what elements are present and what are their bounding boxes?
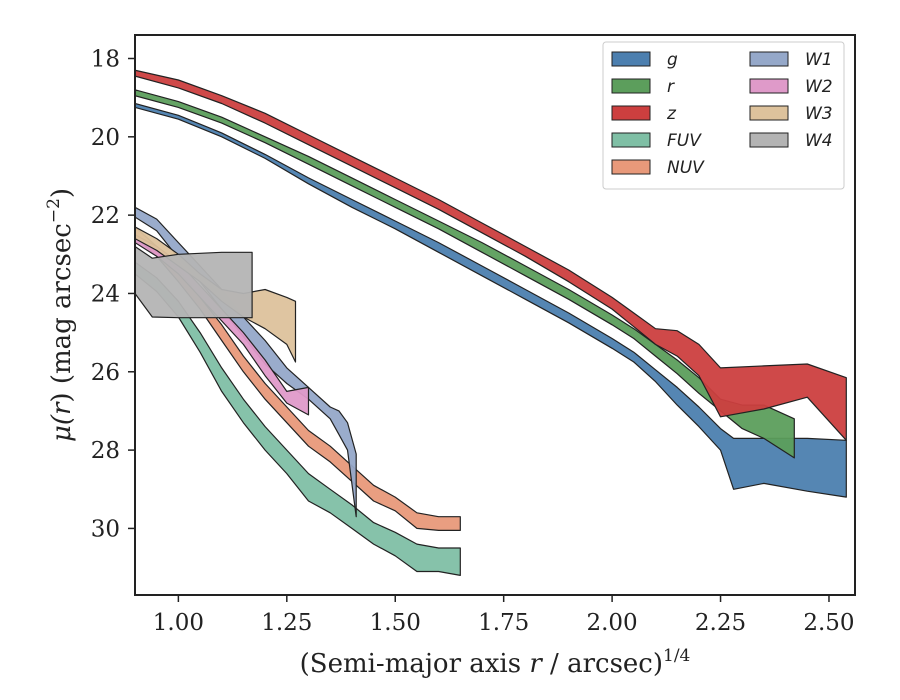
legend-label-W4: W4 — [805, 131, 833, 151]
y-tick-label: 22 — [91, 203, 120, 229]
x-tick-label: 2.00 — [586, 610, 637, 636]
series-bands — [135, 69, 847, 576]
band-g — [135, 102, 847, 498]
x-tick-label: 1.00 — [153, 610, 204, 636]
y-tick-label: 20 — [91, 125, 120, 151]
legend-swatch-NUV — [611, 159, 651, 175]
y-axis-label: μ(r) (mag arcsec−2) — [44, 188, 77, 442]
y-tick-label: 28 — [91, 438, 120, 464]
x-tick-label: 1.25 — [261, 610, 312, 636]
legend-label-r: r — [667, 77, 675, 97]
legend-label-g: g — [667, 50, 678, 70]
y-tick-label: 24 — [91, 281, 120, 307]
legend-swatch-W3 — [749, 105, 789, 121]
legend-label-z: z — [666, 104, 677, 124]
legend-label-W3: W3 — [805, 104, 833, 124]
y-tick-label: 18 — [91, 46, 120, 72]
x-axis-label: (Semi-major axis r / arcsec)1/4 — [300, 646, 691, 679]
axis-ticks: 1.00 1.25 1.50 1.75 2.00 2.25 2.50 18 20 22 24 26 28… — [91, 46, 855, 636]
legend-label-NUV: NUV — [667, 158, 705, 178]
legend-label-W2: W2 — [805, 77, 833, 97]
y-tick-label: 26 — [91, 360, 120, 386]
band-z — [135, 69, 847, 441]
band-r — [135, 89, 795, 459]
x-tick-label: 2.25 — [695, 610, 746, 636]
legend-swatch-W1 — [749, 51, 789, 67]
legend-swatch-FUV — [611, 132, 651, 148]
legend-swatch-g — [611, 51, 651, 67]
y-tick-label: 30 — [91, 516, 120, 542]
band-NUV — [135, 226, 461, 531]
legend-swatch-W2 — [749, 78, 789, 94]
legend-label-FUV: FUV — [667, 131, 702, 151]
legend-swatch-r — [611, 78, 651, 94]
x-tick-label: 1.75 — [478, 610, 529, 636]
plot-frame — [134, 34, 856, 596]
legend-label-W1: W1 — [805, 50, 833, 70]
band-W4 — [135, 245, 253, 319]
x-tick-label: 1.50 — [370, 610, 421, 636]
legend: grz FUV NUV W1 W2 W3 W4 — [602, 41, 845, 190]
x-tick-label: 2.50 — [803, 610, 854, 636]
legend-swatch-z — [611, 105, 651, 121]
legend-swatch-W4 — [749, 132, 789, 148]
